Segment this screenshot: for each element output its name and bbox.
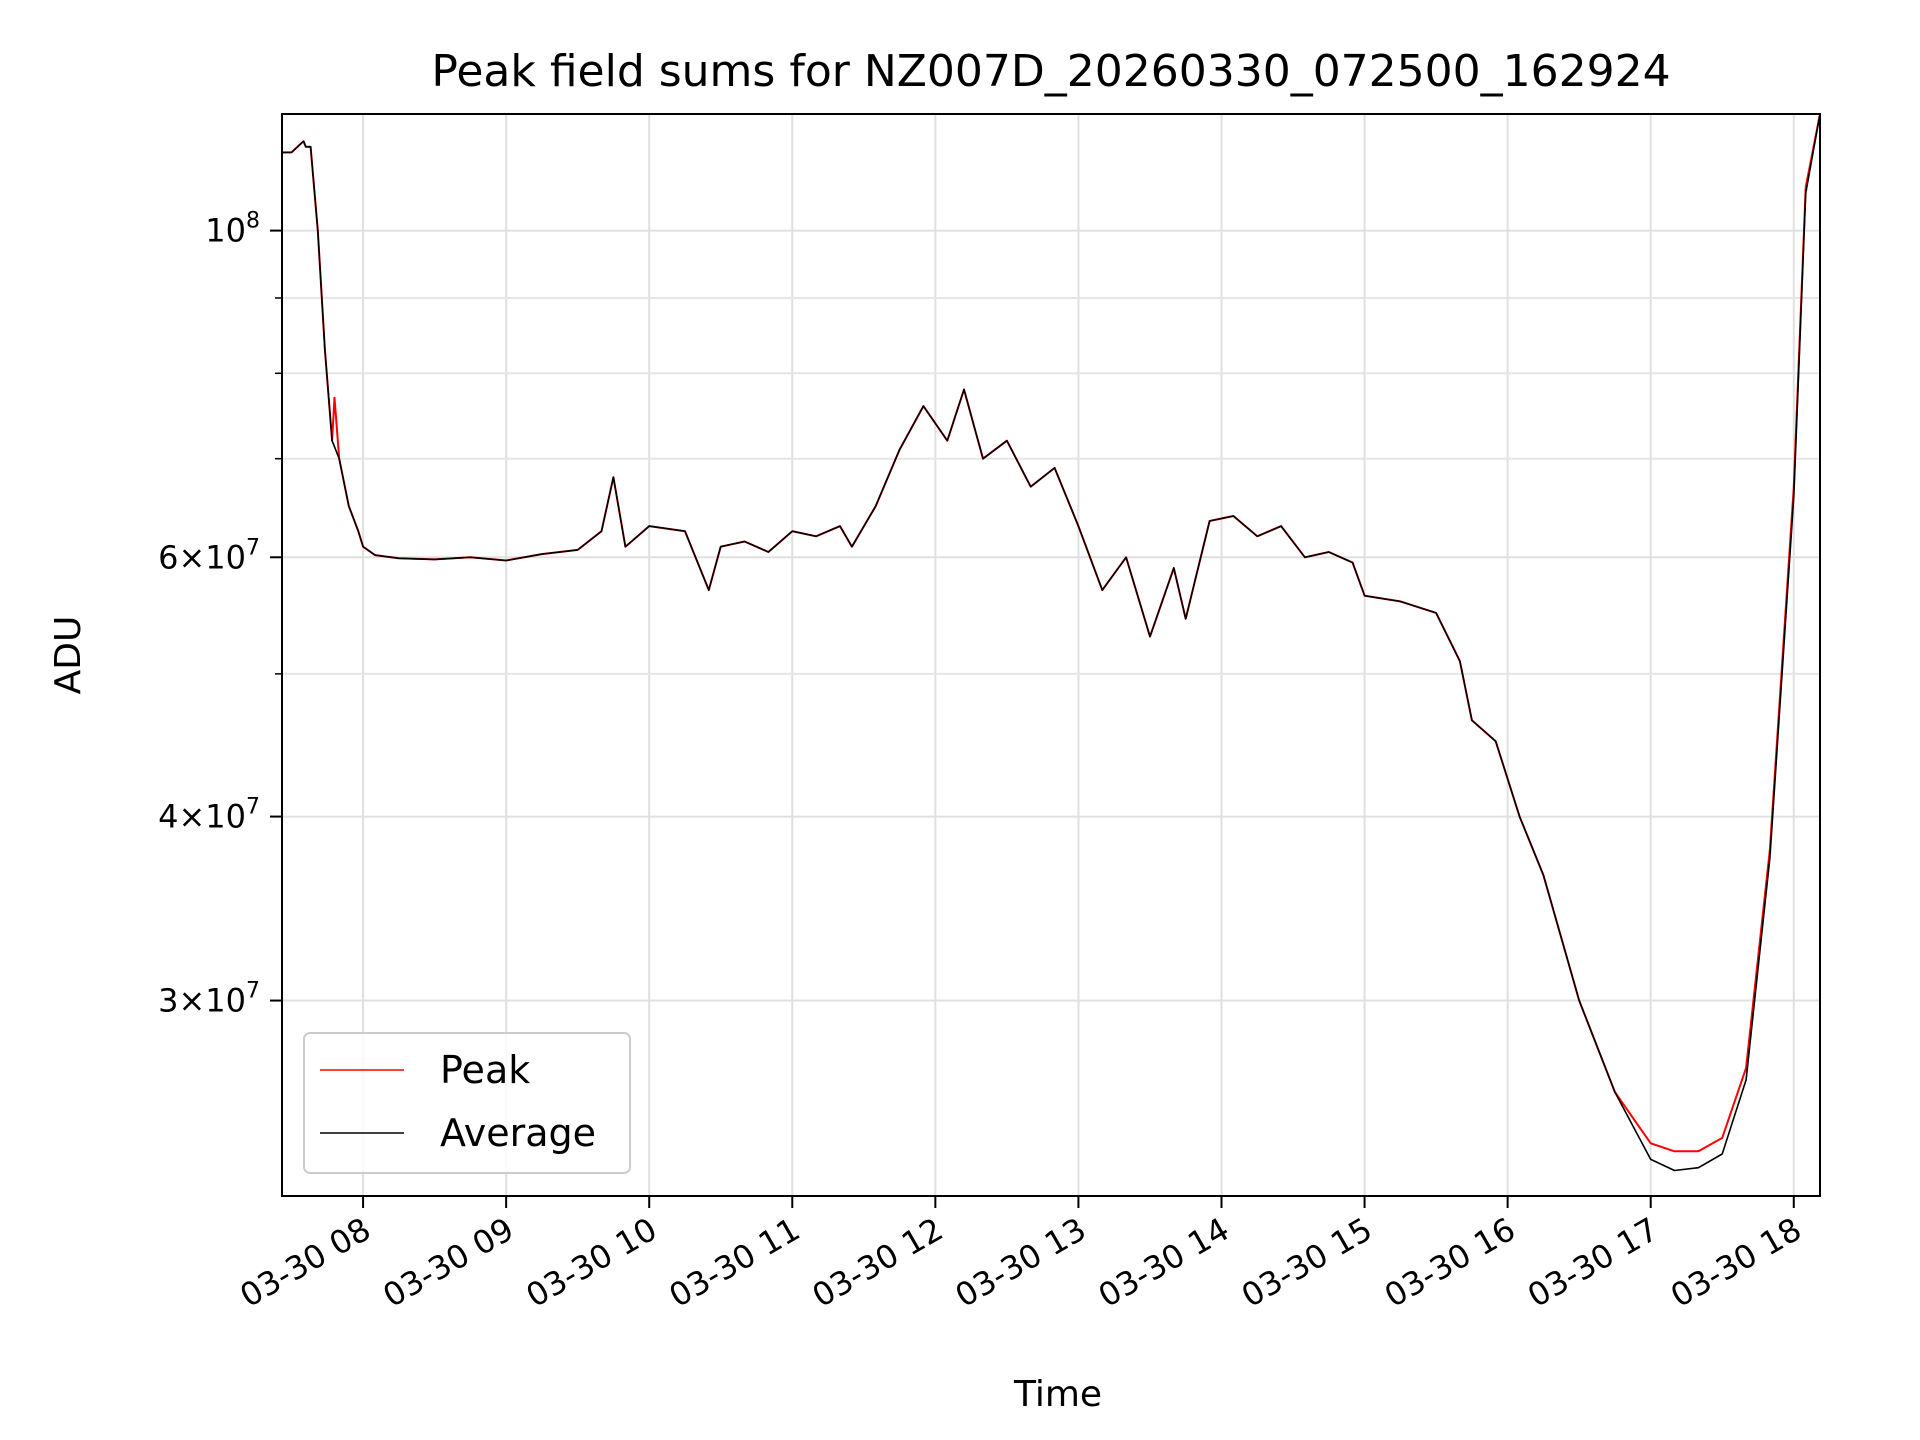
y-tick-label: 4×107 — [158, 795, 260, 836]
chart-title: Peak field sums for NZ007D_20260330_0725… — [431, 46, 1670, 97]
grid — [282, 114, 1820, 1196]
legend-label-peak: Peak — [440, 1048, 530, 1092]
series-lines — [282, 114, 1820, 1172]
legend-label-average: Average — [440, 1111, 596, 1155]
y-axis-label: ADU — [48, 616, 89, 695]
plot-area — [282, 114, 1820, 1196]
y-tick-label: 108 — [205, 209, 260, 250]
y-tick-label: 3×107 — [158, 979, 260, 1020]
y-axis: 3×107 4×107 6×107 108 — [158, 209, 282, 1020]
series-line-average — [282, 114, 1820, 1172]
legend-box — [303, 1032, 631, 1174]
legend: Peak Average — [303, 1032, 631, 1174]
x-axis-label: Time — [1013, 1374, 1102, 1415]
plot-frame — [281, 113, 1821, 1197]
y-tick-label: 6×107 — [158, 535, 260, 576]
